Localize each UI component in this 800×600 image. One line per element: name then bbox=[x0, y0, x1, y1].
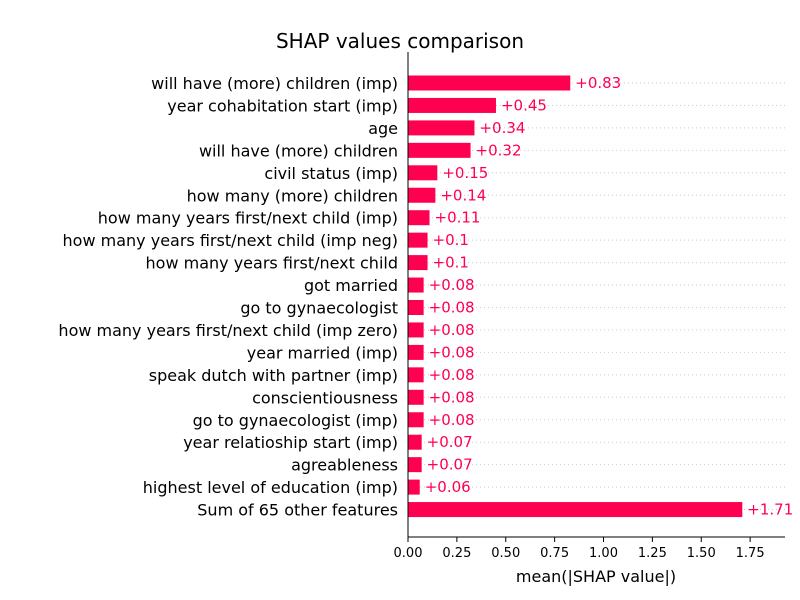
x-axis-label: mean(|SHAP value|) bbox=[516, 567, 676, 586]
bar bbox=[408, 277, 424, 293]
category-label: will have (more) children bbox=[199, 141, 398, 160]
bar bbox=[408, 75, 571, 91]
value-label: +0.08 bbox=[429, 366, 475, 384]
category-label: age bbox=[368, 119, 398, 138]
category-label: year cohabitation start (imp) bbox=[167, 96, 398, 115]
x-axis-ticks: 0.00 0.25 0.50 0.75 1.00 1.25 1.50 1.75 bbox=[394, 537, 765, 561]
value-label: +0.08 bbox=[429, 411, 475, 429]
value-label: +0.15 bbox=[442, 164, 488, 182]
bars bbox=[408, 75, 743, 518]
value-label: +0.1 bbox=[433, 254, 469, 272]
bar bbox=[408, 187, 436, 203]
value-labels: +0.83 +0.45 +0.34 +0.32 +0.15 +0.14 +0.11 +0.1 +… bbox=[425, 74, 794, 519]
category-label: will have (more) children (imp) bbox=[151, 74, 398, 93]
value-label: +0.08 bbox=[429, 299, 475, 317]
bar bbox=[408, 255, 428, 271]
bar bbox=[408, 434, 422, 450]
x-tick-label: 0.50 bbox=[491, 546, 520, 561]
category-label: conscientiousness bbox=[252, 388, 398, 407]
category-labels: will have (more) children (imp) year coha… bbox=[58, 74, 398, 520]
value-label: +0.08 bbox=[429, 388, 475, 406]
bar bbox=[408, 142, 471, 158]
bar bbox=[408, 479, 420, 495]
category-label: highest level of education (imp) bbox=[143, 478, 398, 497]
bar bbox=[408, 367, 424, 383]
x-tick-label: 0.75 bbox=[540, 546, 569, 561]
category-label: Sum of 65 other features bbox=[197, 501, 398, 520]
bar bbox=[408, 412, 424, 428]
category-label: go to gynaecologist (imp) bbox=[193, 411, 398, 430]
category-label: civil status (imp) bbox=[264, 164, 398, 183]
x-tick-label: 0.00 bbox=[394, 546, 423, 561]
x-tick-label: 1.00 bbox=[589, 546, 618, 561]
value-label: +0.07 bbox=[427, 433, 473, 451]
bar bbox=[408, 344, 424, 360]
bar bbox=[408, 232, 428, 248]
x-tick-label: 0.25 bbox=[442, 546, 471, 561]
value-label: +1.71 bbox=[747, 501, 793, 519]
category-label: go to gynaecologist bbox=[240, 299, 398, 318]
bar bbox=[408, 97, 496, 113]
value-label: +0.14 bbox=[440, 186, 486, 204]
category-label: year married (imp) bbox=[247, 343, 398, 362]
value-label: +0.08 bbox=[429, 343, 475, 361]
value-label: +0.07 bbox=[427, 456, 473, 474]
value-label: +0.32 bbox=[476, 141, 522, 159]
value-label: +0.08 bbox=[429, 276, 475, 294]
bar bbox=[408, 322, 424, 338]
value-label: +0.83 bbox=[575, 74, 621, 92]
x-tick-label: 1.75 bbox=[736, 546, 765, 561]
value-label: +0.45 bbox=[501, 96, 547, 114]
category-label: how many years first/next child bbox=[146, 254, 398, 273]
bar bbox=[408, 300, 424, 315]
bar bbox=[408, 165, 438, 181]
category-label: how many years first/next child (imp zer… bbox=[58, 321, 398, 340]
value-label: +0.34 bbox=[479, 119, 525, 137]
category-label: how many years first/next child (imp) bbox=[98, 209, 398, 228]
x-tick-label: 1.25 bbox=[638, 546, 667, 561]
bar bbox=[408, 210, 430, 226]
bar bbox=[408, 389, 424, 405]
category-label: got married bbox=[304, 276, 398, 295]
value-label: +0.08 bbox=[429, 321, 475, 339]
category-label: how many years first/next child (imp neg… bbox=[63, 231, 398, 250]
x-tick-label: 1.50 bbox=[687, 546, 716, 561]
value-label: +0.11 bbox=[435, 209, 481, 227]
guide-lines bbox=[408, 82, 785, 511]
chart-title: SHAP values comparison bbox=[276, 29, 524, 53]
category-label: how many (more) children bbox=[187, 186, 398, 205]
category-label: agreableness bbox=[291, 456, 398, 475]
category-label: speak dutch with partner (imp) bbox=[149, 366, 398, 385]
bar bbox=[408, 457, 422, 473]
bar bbox=[408, 502, 743, 518]
value-label: +0.06 bbox=[425, 478, 471, 496]
category-label: year relatioship start (imp) bbox=[183, 433, 398, 452]
value-label: +0.1 bbox=[433, 231, 469, 249]
bar bbox=[408, 120, 475, 136]
